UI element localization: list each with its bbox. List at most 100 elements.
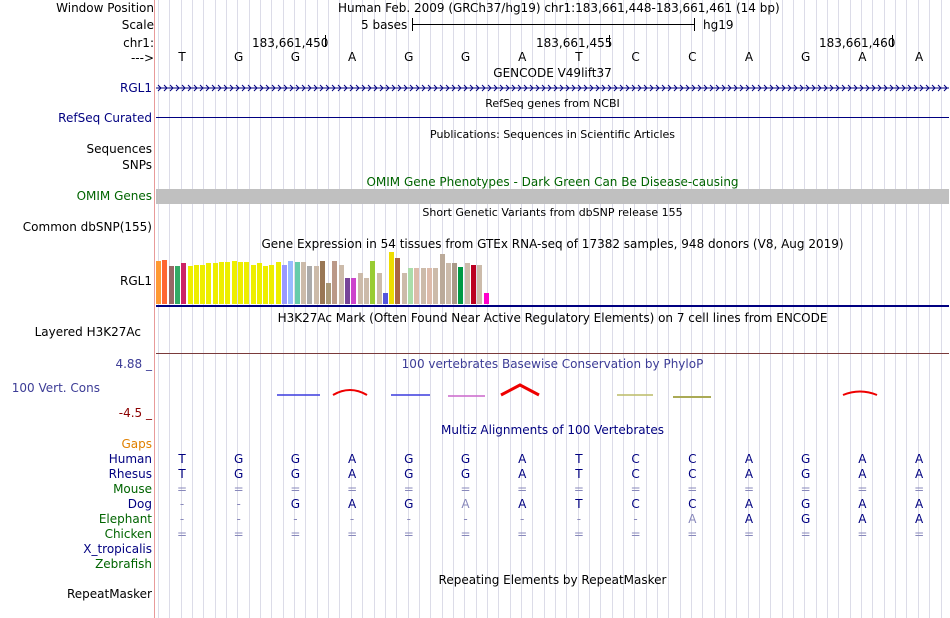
aligned-base: A (858, 452, 867, 466)
gtex-tissue-bar[interactable] (237, 262, 243, 304)
cons-signal-plot[interactable] (155, 380, 950, 410)
gtex-tissue-bar[interactable] (244, 262, 250, 304)
species-label[interactable]: Human (108, 452, 152, 466)
gtex-tissue-bar[interactable] (389, 252, 395, 304)
gtex-tissue-bar[interactable] (483, 292, 489, 304)
gtex-tissue-bar[interactable] (219, 262, 225, 304)
gtex-tissue-bar[interactable] (464, 263, 470, 304)
track-label-dbsnp[interactable]: Common dbSNP(155) (22, 220, 152, 234)
gtex-tissue-bar[interactable] (294, 262, 300, 304)
aligned-base: = (517, 527, 528, 541)
track-label-h3k27ac[interactable]: Layered H3K27Ac (34, 325, 141, 339)
gtex-tissue-bar[interactable] (401, 272, 407, 304)
gtex-tissue-bar[interactable] (376, 272, 382, 304)
track-label-cons[interactable]: 100 Vert. Cons (11, 381, 100, 395)
gtex-tissue-bar[interactable] (162, 260, 168, 304)
gtex-tissue-bar[interactable] (319, 261, 325, 304)
label-divider (154, 0, 155, 618)
gtex-tissue-bar[interactable] (282, 264, 288, 304)
aligned-base: G (801, 467, 811, 481)
track-label-refseq[interactable]: RefSeq Curated (58, 111, 152, 125)
grid-line (883, 0, 885, 618)
gtex-tissue-bar[interactable] (256, 263, 262, 304)
track-label-snps[interactable]: SNPs (122, 158, 152, 172)
aligned-base: G (801, 452, 811, 466)
gtex-tissue-bar[interactable] (426, 267, 432, 304)
gtex-tissue-bar[interactable] (225, 262, 231, 304)
strand-arrow (313, 84, 318, 92)
gtex-tissue-bar[interactable] (212, 263, 218, 304)
gtex-tissue-bar[interactable] (357, 272, 363, 304)
gtex-tissue-bar[interactable] (168, 265, 174, 304)
gtex-tissue-bar[interactable] (471, 264, 477, 304)
aligned-base: A (858, 512, 867, 526)
species-label[interactable]: Rhesus (108, 467, 152, 481)
species-label[interactable]: Chicken (104, 527, 152, 541)
gtex-tissue-bar[interactable] (313, 265, 319, 304)
species-label[interactable]: Zebrafish (95, 557, 152, 571)
track-label-rgl1-gtex[interactable]: RGL1 (120, 274, 152, 288)
strand-arrow (247, 84, 252, 92)
gtex-tissue-bar[interactable] (458, 266, 464, 304)
strand-arrow (931, 84, 936, 92)
strand-arrow (163, 84, 168, 92)
grid-line (339, 0, 341, 618)
gtex-tissue-bar[interactable] (338, 264, 344, 304)
gtex-tissue-bar[interactable] (395, 258, 401, 304)
gtex-tissue-bar[interactable] (187, 265, 193, 304)
species-label[interactable]: Elephant (98, 512, 152, 526)
gtex-tissue-bar[interactable] (351, 278, 357, 304)
gtex-tissue-bar[interactable] (181, 263, 187, 304)
gtex-tissue-bar[interactable] (433, 267, 439, 304)
gtex-tissue-bar[interactable] (445, 263, 451, 304)
gtex-tissue-bar[interactable] (288, 261, 294, 304)
gtex-tissue-bar[interactable] (200, 264, 206, 304)
h3k27ac-signal-line[interactable] (156, 353, 949, 354)
gtex-tissue-bar[interactable] (414, 267, 420, 304)
species-label[interactable]: Mouse (113, 482, 152, 496)
gtex-tissue-bar[interactable] (477, 264, 483, 304)
gtex-tissue-bar[interactable] (250, 264, 256, 304)
gtex-tissue-bar[interactable] (420, 267, 426, 304)
gtex-tissue-bar[interactable] (275, 262, 281, 304)
gtex-tissue-bar[interactable] (382, 292, 388, 304)
gtex-tissue-bar[interactable] (174, 265, 180, 304)
strand-arrow (295, 84, 300, 92)
species-label[interactable]: Dog (127, 497, 152, 511)
strand-arrow (877, 84, 882, 92)
gtex-tissue-bar[interactable] (263, 265, 269, 304)
rgl1-gene-model[interactable] (156, 82, 949, 94)
grid-line (827, 0, 829, 618)
gtex-bar-chart[interactable] (156, 252, 536, 304)
grid-line (452, 0, 454, 618)
gtex-tissue-bar[interactable] (345, 278, 351, 304)
gtex-tissue-bar[interactable] (156, 261, 162, 304)
gtex-tissue-bar[interactable] (326, 283, 332, 304)
track-label-sequences[interactable]: Sequences (86, 142, 152, 156)
gtex-tissue-bar[interactable] (193, 264, 199, 304)
gtex-tissue-bar[interactable] (307, 265, 313, 304)
gtex-tissue-bar[interactable] (363, 278, 369, 304)
gtex-tissue-bar[interactable] (332, 261, 338, 304)
grid-line (588, 0, 590, 618)
species-label[interactable]: X_tropicalis (83, 542, 152, 556)
strand-arrow (895, 84, 900, 92)
refseq-gene-line[interactable] (156, 117, 949, 118)
omim-phenotype-bar[interactable] (156, 189, 949, 204)
gtex-tissue-bar[interactable] (269, 264, 275, 304)
track-label-gaps[interactable]: Gaps (121, 437, 152, 451)
gtex-tissue-bar[interactable] (206, 263, 212, 304)
gtex-tissue-bar[interactable] (231, 261, 237, 304)
gtex-tissue-bar[interactable] (439, 254, 445, 304)
gtex-tissue-bar[interactable] (408, 267, 414, 304)
aligned-base: = (743, 482, 755, 496)
gtex-tissue-bar[interactable] (452, 263, 458, 304)
track-label-rgl1-gencode[interactable]: RGL1 (120, 81, 152, 95)
grid-line (384, 0, 386, 618)
track-label-omim[interactable]: OMIM Genes (76, 189, 152, 203)
gtex-tissue-bar[interactable] (300, 262, 306, 304)
strand-arrow (553, 84, 558, 92)
track-label-repeatmasker[interactable]: RepeatMasker (66, 587, 152, 601)
aligned-base: C (631, 452, 640, 466)
gtex-tissue-bar[interactable] (370, 261, 376, 304)
